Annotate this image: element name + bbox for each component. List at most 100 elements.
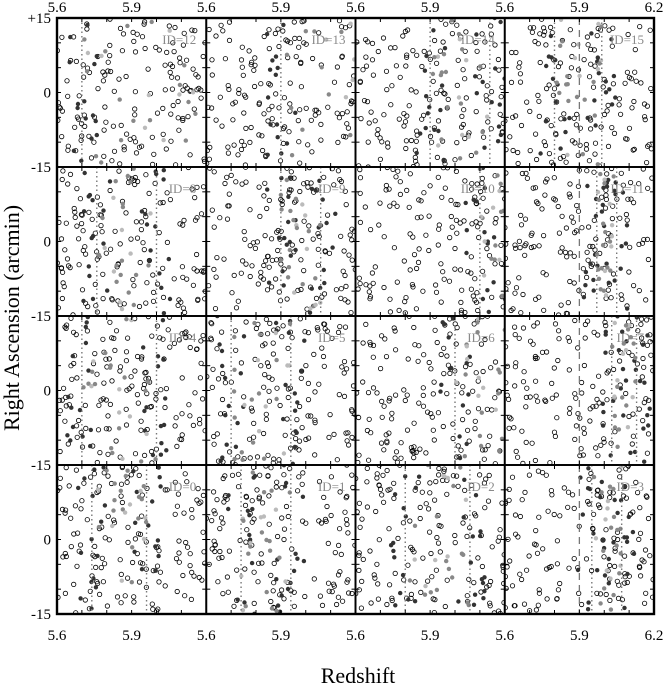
- point-open: [534, 320, 541, 326]
- point-open: [261, 111, 267, 117]
- point-open: [409, 448, 415, 454]
- point-dark: [618, 266, 623, 271]
- point-dark: [293, 110, 298, 116]
- point-open: [489, 407, 495, 413]
- point-gray: [100, 215, 105, 221]
- point-dark: [292, 408, 298, 413]
- point-gray: [291, 217, 296, 223]
- point-gray: [460, 47, 465, 52]
- point-open: [594, 492, 600, 498]
- point-open: [544, 176, 550, 182]
- point-open: [425, 506, 432, 512]
- point-dark: [88, 427, 94, 433]
- point-open: [565, 299, 571, 306]
- point-open: [141, 21, 147, 27]
- point-dark: [221, 104, 225, 108]
- point-dark: [273, 54, 279, 59]
- point-open: [387, 296, 393, 302]
- point-open: [608, 349, 614, 355]
- point-open: [573, 122, 580, 128]
- point-open: [405, 356, 411, 362]
- point-open: [137, 531, 144, 537]
- point-gray: [603, 293, 609, 298]
- point-dark: [432, 127, 437, 132]
- point-open: [297, 316, 303, 322]
- point-open: [450, 473, 456, 479]
- point-open: [195, 485, 201, 492]
- point-dark: [625, 571, 630, 577]
- point-open: [509, 583, 516, 589]
- point-open: [548, 563, 554, 570]
- point-open: [63, 553, 69, 560]
- point-open: [260, 430, 267, 437]
- point-dark: [392, 555, 397, 560]
- point-open: [432, 327, 438, 333]
- point-open: [183, 539, 189, 546]
- point-open: [74, 563, 80, 569]
- point-open: [506, 425, 512, 431]
- point-open: [619, 597, 626, 603]
- point-open: [608, 440, 614, 446]
- point-open: [308, 117, 314, 123]
- point-dark: [622, 605, 627, 611]
- point-open: [274, 385, 280, 391]
- point-dark: [275, 135, 280, 140]
- point-gray: [256, 391, 262, 396]
- point-open: [297, 160, 303, 166]
- point-open: [533, 393, 539, 399]
- point-open: [513, 360, 519, 366]
- point-dark: [167, 296, 173, 302]
- point-open: [572, 436, 578, 442]
- point-gray: [133, 272, 139, 278]
- point-open: [635, 328, 641, 334]
- point-open: [577, 125, 583, 131]
- point-open: [464, 427, 471, 433]
- point-dark: [80, 434, 85, 439]
- point-open: [540, 233, 547, 239]
- point-open: [433, 478, 439, 485]
- point-open: [314, 324, 320, 331]
- point-open: [465, 409, 471, 415]
- point-dark: [603, 90, 609, 95]
- point-open: [640, 355, 646, 362]
- point-open: [387, 395, 393, 401]
- point-open: [557, 155, 564, 161]
- point-open: [515, 534, 521, 540]
- point-open: [646, 397, 652, 403]
- point-gray: [127, 414, 133, 419]
- point-open: [266, 398, 272, 404]
- point-open: [197, 416, 203, 422]
- point-open: [602, 319, 608, 325]
- point-open: [434, 534, 440, 541]
- point-open: [578, 379, 585, 386]
- point-open: [413, 306, 419, 312]
- point-dark: [133, 520, 138, 525]
- point-open: [549, 492, 555, 498]
- point-open: [569, 214, 575, 220]
- point-open: [507, 134, 513, 140]
- point-open: [410, 47, 416, 54]
- point-open: [173, 162, 179, 167]
- point-open: [428, 410, 434, 417]
- point-open: [211, 266, 217, 272]
- point-open: [65, 263, 72, 269]
- point-dark: [611, 540, 616, 545]
- point-open: [117, 364, 124, 370]
- point-dark: [546, 54, 552, 59]
- point-dark: [67, 60, 72, 65]
- point-dark: [486, 309, 491, 315]
- point-open: [138, 427, 144, 433]
- point-open: [374, 561, 380, 567]
- point-open: [264, 331, 271, 337]
- point-dark: [580, 512, 585, 517]
- panel-id-7: ID=7: [503, 315, 655, 466]
- point-open: [184, 276, 190, 282]
- point-open: [356, 500, 362, 506]
- point-open: [201, 156, 207, 162]
- point-dark: [527, 301, 531, 305]
- point-open: [149, 134, 155, 140]
- point-gray: [123, 473, 128, 479]
- point-gray: [129, 317, 134, 323]
- point-open: [532, 38, 538, 45]
- point-open: [426, 247, 432, 254]
